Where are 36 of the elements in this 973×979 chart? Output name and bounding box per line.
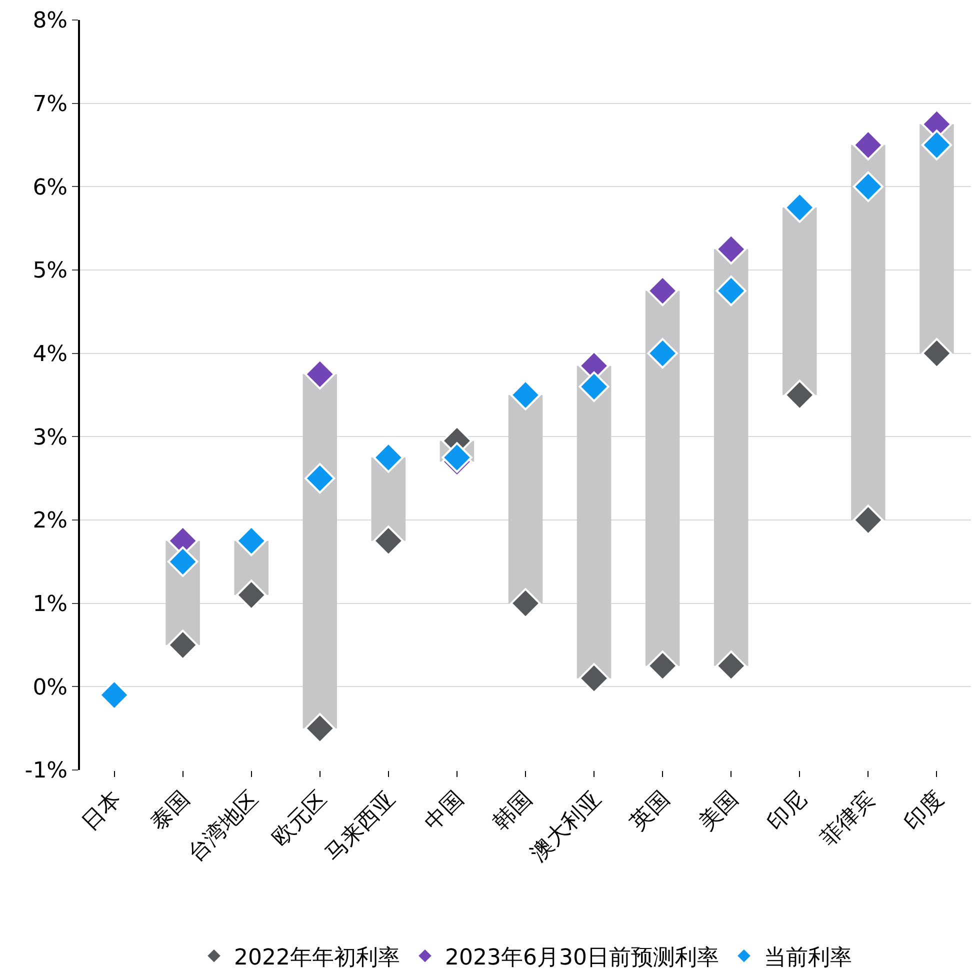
point [716, 276, 746, 306]
x-tick-label: 日本 [78, 786, 126, 836]
x-tick-label: 韩国 [488, 786, 538, 836]
bar [714, 249, 748, 666]
x-tick-label: 英国 [626, 786, 675, 836]
y-tick-label: 5% [32, 258, 68, 284]
point [921, 130, 952, 160]
y-tick-label: 3% [32, 425, 68, 450]
y-tick-label: 4% [32, 342, 68, 368]
x-tick-label: 中国 [420, 786, 469, 836]
bar [576, 366, 612, 678]
bar [645, 290, 680, 666]
bar [508, 395, 543, 604]
legend-label: 当前利率 [764, 945, 852, 970]
y-tick-label: 1% [32, 592, 68, 618]
point [647, 338, 678, 369]
point [168, 546, 198, 577]
y-tick-label: -1% [24, 758, 68, 784]
bar [302, 374, 338, 728]
y-tick-label: 6% [32, 175, 68, 200]
point [578, 371, 610, 402]
y-tick-label: 8% [32, 8, 68, 34]
legend-label: 2022年年初利率 [234, 945, 400, 970]
x-tick-label: 美国 [694, 786, 744, 836]
x-tick-label: 印度 [900, 786, 949, 836]
point [304, 463, 336, 494]
bar [782, 208, 817, 395]
x-tick-label: 印尼 [762, 786, 812, 836]
x-tick-label: 菲律宾 [816, 786, 880, 852]
legend-label: 2023年6月30日前预测利率 [445, 945, 719, 970]
point [852, 171, 884, 202]
y-tick-label: 0% [32, 675, 68, 700]
y-tick-label: 2% [32, 508, 68, 534]
y-tick-label: 7% [32, 92, 68, 118]
bar [851, 145, 886, 520]
x-tick-label: 泰国 [146, 786, 195, 836]
